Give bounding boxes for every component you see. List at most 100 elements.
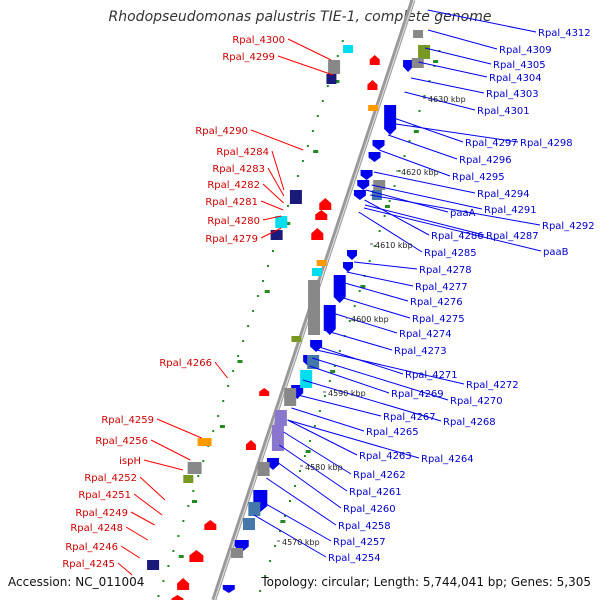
- gc-tick: [330, 370, 336, 373]
- forward-gene-arrow: [319, 198, 332, 210]
- cog-block: [197, 438, 212, 446]
- gene-label: Rpal_4269: [391, 389, 444, 400]
- gc-dot: [257, 295, 260, 297]
- scale-label: 4610 kbp: [375, 241, 413, 250]
- gc-tick: [313, 150, 319, 153]
- gene-label: Rpal_4305: [493, 60, 546, 71]
- gc-dot: [162, 580, 165, 582]
- cog-block: [413, 30, 424, 38]
- gene-label: Rpal_4284: [216, 147, 269, 158]
- cog-block: [307, 355, 320, 369]
- gc-dot: [311, 130, 314, 132]
- gene-label: Rpal_4276: [410, 297, 463, 308]
- cog-block: [243, 518, 256, 530]
- leader-line: [311, 357, 449, 401]
- gene-label: Rpal_4295: [452, 172, 505, 183]
- gene-label: Rpal_4254: [328, 553, 381, 564]
- leader-line: [379, 149, 451, 177]
- reverse-gene-arrow: [333, 275, 346, 303]
- cog-block: [312, 268, 323, 276]
- gc-dot: [358, 290, 361, 292]
- cog-block: [289, 190, 302, 204]
- gc-tick: [178, 555, 184, 558]
- scale-label: 4620 kbp: [401, 168, 439, 177]
- scale-label: 4590 kbp: [328, 389, 366, 398]
- cog-block: [373, 180, 386, 190]
- gene-label: Rpal_4260: [343, 504, 396, 515]
- gene-label: Rpal_4280: [207, 216, 260, 227]
- leader-line: [250, 129, 304, 151]
- gc-dot: [197, 475, 200, 477]
- gene-label: Rpal_4248: [70, 523, 123, 534]
- leader-line: [302, 379, 442, 422]
- gc-dot: [413, 125, 416, 127]
- gc-dot: [284, 515, 287, 517]
- gc-dot: [242, 340, 245, 342]
- gc-dot: [333, 365, 336, 367]
- cog-block: [275, 216, 288, 228]
- gc-dot: [378, 230, 381, 232]
- cog-block: [147, 560, 160, 570]
- reverse-gene-arrow: [368, 152, 381, 162]
- gene-label: Rpal_4268: [443, 417, 496, 428]
- gc-tick: [334, 80, 340, 83]
- forward-gene-arrow: [311, 228, 324, 240]
- gene-label: Rpal_4256: [95, 436, 148, 447]
- cog-block: [411, 58, 424, 68]
- gc-dot: [306, 145, 309, 147]
- scale-label: 4570 kbp: [282, 538, 320, 547]
- gc-dot: [336, 55, 339, 57]
- gc-dot: [408, 140, 411, 142]
- cog-block: [371, 190, 382, 200]
- gene-label: Rpal_4274: [399, 329, 452, 340]
- cog-block: [231, 548, 244, 558]
- cog-block: [257, 462, 270, 476]
- leader-line: [346, 271, 414, 287]
- cog-block: [274, 410, 287, 426]
- leader-line: [371, 184, 483, 210]
- cog-block: [326, 74, 337, 84]
- gene-label: Rpal_4262: [353, 470, 406, 481]
- leader-line: [370, 194, 541, 226]
- forward-gene-arrow: [369, 55, 380, 65]
- leader-line: [150, 439, 191, 461]
- gc-dot: [318, 410, 321, 412]
- gene-label: Rpal_4297: [465, 138, 518, 149]
- gene-label: Rpal_4275: [412, 314, 465, 325]
- reverse-gene-arrow: [323, 305, 336, 335]
- leader-line: [117, 562, 133, 576]
- leader-line: [316, 349, 465, 385]
- gc-dot: [269, 560, 272, 562]
- cog-block: [300, 370, 313, 388]
- gc-dot: [316, 115, 319, 117]
- forward-gene-arrow: [171, 595, 184, 600]
- gc-dot: [272, 250, 274, 252]
- gene-label: Rpal_4303: [486, 89, 539, 100]
- gc-dot: [172, 550, 175, 552]
- leader-line: [214, 361, 228, 379]
- leader-line: [287, 419, 420, 459]
- leader-line: [262, 183, 284, 204]
- reverse-gene-arrow: [360, 170, 373, 180]
- cog-block: [343, 45, 354, 53]
- leader-line: [291, 407, 365, 432]
- cog-block: [284, 388, 297, 406]
- gene-label: Rpal_4283: [212, 164, 265, 175]
- gc-tick: [384, 205, 390, 208]
- gc-dot: [313, 425, 316, 427]
- gene-label: ispH: [119, 456, 141, 467]
- gc-dot: [323, 395, 326, 397]
- leader-line: [395, 123, 519, 143]
- leader-line: [411, 77, 485, 94]
- leader-line: [388, 134, 458, 160]
- gene-label: Rpal_4309: [499, 45, 552, 56]
- leader-line: [329, 311, 398, 334]
- gc-dot: [393, 185, 396, 187]
- cog-block: [291, 336, 302, 342]
- map-title: Rhodopseudomonas palustris TIE-1, comple…: [108, 9, 492, 25]
- gene-label: Rpal_4266: [159, 358, 212, 369]
- reverse-gene-arrow: [357, 180, 370, 190]
- gc-dot: [328, 380, 331, 382]
- reverse-gene-arrow: [384, 105, 397, 135]
- gc-dot: [326, 85, 329, 87]
